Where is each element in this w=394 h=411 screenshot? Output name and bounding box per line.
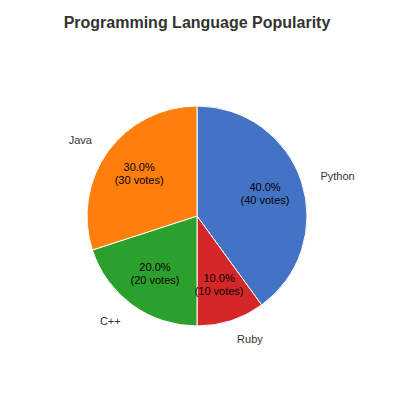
svg-text:Python: Python [320,170,354,182]
html-text:Programming Language Popularit: Programming Language Popularity [63,14,331,31]
svg-text:C++: C++ [100,315,121,327]
svg-text:40.0%(40 votes): 40.0%(40 votes) [241,181,290,206]
svg-text:20.0%(20 votes): 20.0%(20 votes) [131,261,180,286]
svg-text:Ruby: Ruby [237,333,263,345]
svg-text:30.0%(30 votes): 30.0%(30 votes) [115,161,164,186]
svg-text:Java: Java [69,134,93,146]
svg-text:10.0%(10 votes): 10.0%(10 votes) [195,272,244,297]
